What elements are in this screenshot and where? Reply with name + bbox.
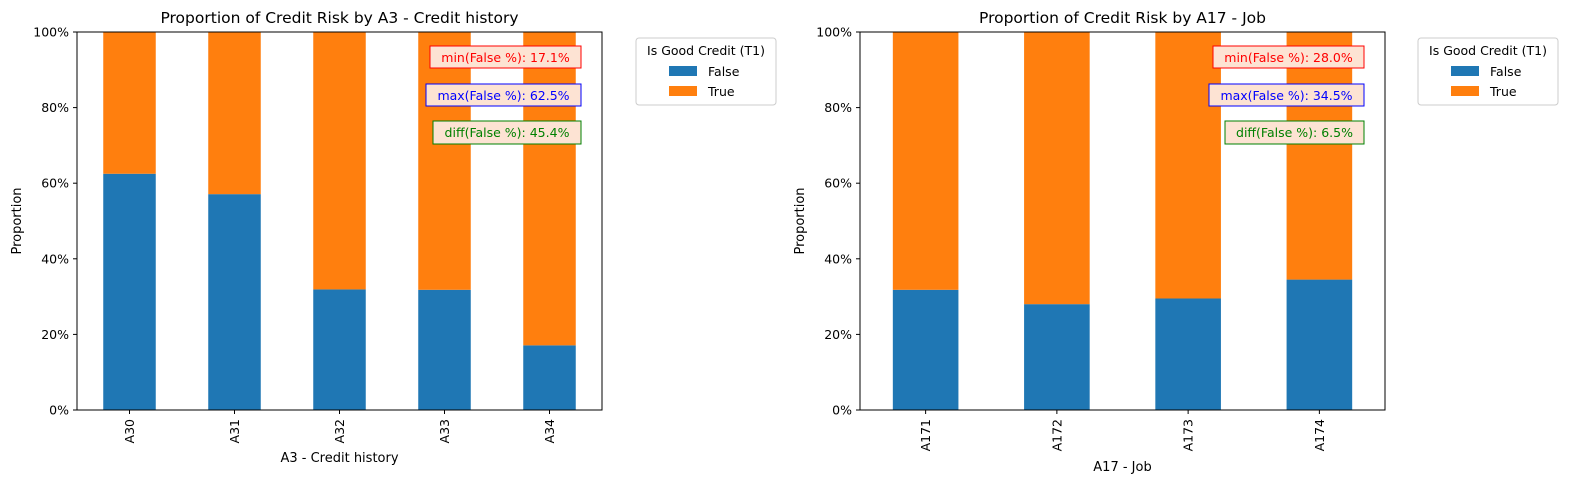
bar-true-a33 [418, 32, 471, 290]
y-tick-label: 0% [49, 403, 69, 418]
legend-swatch-false [669, 66, 697, 76]
x-tick-label: A30 [122, 419, 137, 444]
x-axis-ticks: A171 A172 A173 A174 [918, 410, 1327, 451]
plot-frame [76, 31, 603, 411]
y-tick-label: 40% [824, 251, 852, 266]
bar-false-a171 [892, 289, 959, 410]
annotation-max: max(False %): 34.5% [1220, 88, 1352, 103]
annotation-max: max(False %): 62.5% [437, 88, 569, 103]
legend-label-false: False [708, 64, 740, 79]
bar-false-a173 [1155, 298, 1221, 410]
y-tick-label: 100% [33, 25, 69, 40]
x-axis-label: A3 - Credit history [280, 451, 398, 466]
bar-false-a32 [313, 289, 366, 410]
bar-false-a172 [1024, 304, 1090, 410]
y-tick-label: 20% [41, 327, 69, 342]
y-tick-label: 40% [41, 251, 69, 266]
bars-group [892, 32, 1353, 410]
y-axis-ticks: 0% 20% 40% 60% 80% 100% [33, 25, 77, 418]
annotation-min: min(False %): 17.1% [441, 50, 570, 65]
legend-label-false: False [1490, 64, 1522, 79]
bar-true-a171 [892, 32, 959, 290]
annotation-min-box [429, 45, 582, 69]
annotation-diff-box [432, 120, 582, 145]
y-tick-label: 60% [824, 176, 852, 191]
annotation-diff-box [1224, 120, 1365, 145]
bar-true-a172 [1024, 32, 1090, 305]
annotation-diff: diff(False %): 6.5% [1236, 125, 1353, 140]
x-tick-label: A32 [332, 419, 347, 443]
x-tick-label: A33 [437, 419, 452, 443]
annotation-min: min(False %): 28.0% [1224, 50, 1353, 65]
annotation-min-box [1212, 45, 1365, 69]
chart-job: 0% 20% 40% 60% 80% 100% A171 A172 A173 A174 Prop… [793, 9, 1559, 475]
bar-true-a34 [523, 32, 576, 346]
annotations: min(False %): 17.1% max(False %): 62.5% … [425, 45, 582, 145]
legend-swatch-true [1451, 86, 1479, 96]
y-tick-label: 60% [41, 176, 69, 191]
bar-false-a30 [103, 173, 156, 410]
x-tick-label: A174 [1312, 419, 1327, 451]
y-axis-label: Proportion [10, 187, 25, 254]
legend-title: Is Good Credit (T1) [647, 43, 765, 58]
x-tick-label: A172 [1049, 419, 1064, 451]
y-tick-label: 20% [824, 327, 852, 342]
y-tick-label: 100% [816, 25, 852, 40]
x-tick-label: A171 [918, 419, 933, 451]
annotation-max-box [1208, 83, 1365, 107]
chart-credit-history: 0% 20% 40% 60% 80% 100% A30 A31 A32 A33 A34 Propo… [10, 9, 777, 466]
x-tick-label: A173 [1181, 419, 1196, 451]
legend-title: Is Good Credit (T1) [1429, 43, 1547, 58]
plot-frame [859, 31, 1386, 411]
annotation-max-box [425, 83, 582, 107]
x-tick-label: A34 [542, 419, 557, 444]
bar-false-a34 [523, 345, 576, 410]
bar-true-a174 [1286, 32, 1353, 280]
annotation-diff: diff(False %): 45.4% [445, 125, 570, 140]
y-tick-label: 80% [824, 100, 852, 115]
chart-title: Proportion of Credit Risk by A3 - Credit… [160, 9, 518, 27]
legend: Is Good Credit (T1) False True [635, 37, 777, 106]
bar-true-a31 [208, 32, 261, 195]
x-axis-ticks: A30 A31 A32 A33 A34 [122, 410, 557, 443]
bar-false-a33 [418, 289, 471, 410]
y-axis-ticks: 0% 20% 40% 60% 80% 100% [816, 25, 860, 418]
bar-true-a30 [103, 32, 156, 174]
legend-label-true: True [1489, 84, 1517, 99]
bar-false-a31 [208, 194, 261, 410]
annotations: min(False %): 28.0% max(False %): 34.5% … [1208, 45, 1365, 145]
legend: Is Good Credit (T1) False True [1417, 37, 1559, 106]
legend-label-true: True [707, 84, 735, 99]
bar-true-a173 [1155, 32, 1221, 299]
bar-true-a32 [313, 32, 366, 290]
legend-swatch-true [669, 86, 697, 96]
y-tick-label: 0% [832, 403, 852, 418]
legend-swatch-false [1451, 66, 1479, 76]
x-tick-label: A31 [227, 419, 242, 443]
x-axis-label: A17 - Job [1093, 460, 1151, 475]
bar-false-a174 [1286, 279, 1353, 410]
y-axis-label: Proportion [793, 187, 808, 254]
chart-title: Proportion of Credit Risk by A17 - Job [979, 9, 1266, 27]
y-tick-label: 80% [41, 100, 69, 115]
